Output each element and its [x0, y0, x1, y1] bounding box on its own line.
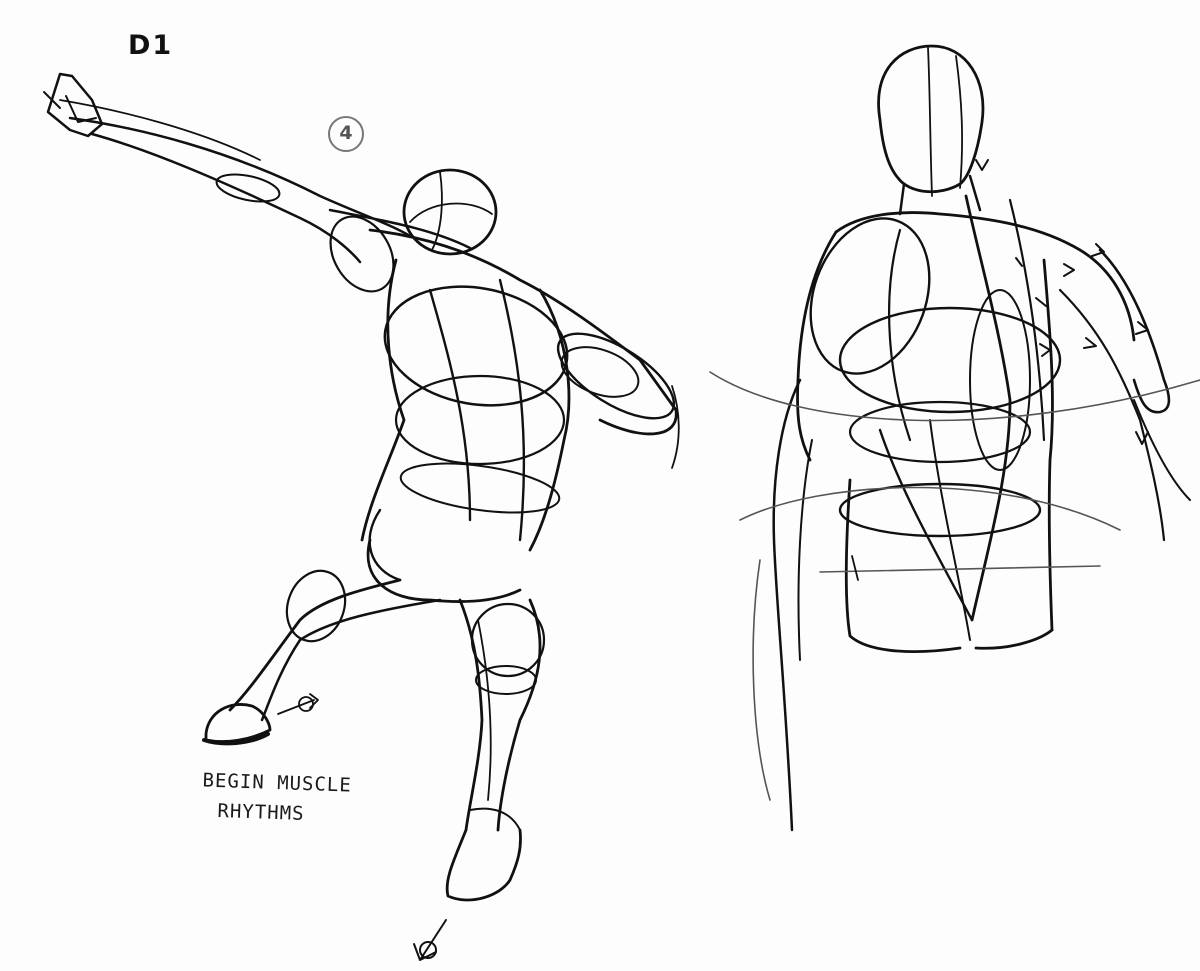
- step-number-badge: 4: [328, 116, 364, 152]
- sheet-label: D1: [128, 30, 174, 61]
- handwritten-note: BEGIN MUSCLE RHYTHMS: [201, 765, 352, 830]
- note-line-2: RHYTHMS: [217, 799, 305, 825]
- back-torso: [709, 44, 1200, 832]
- lunging-figure: [43, 72, 680, 961]
